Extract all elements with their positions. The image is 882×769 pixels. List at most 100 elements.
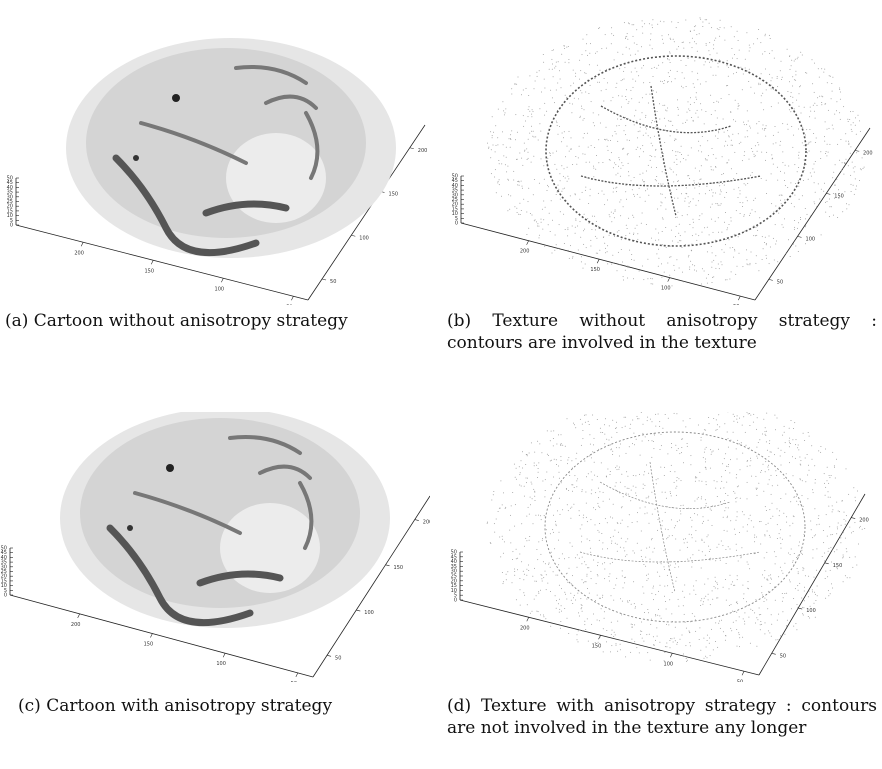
texture-dot — [588, 93, 590, 94]
texture-dot — [648, 522, 650, 524]
texture-dot — [636, 43, 638, 45]
texture-dot — [614, 542, 616, 544]
texture-dot — [683, 538, 685, 540]
texture-dot — [558, 531, 560, 533]
texture-dot — [640, 633, 642, 635]
texture-dot — [678, 267, 680, 269]
texture-dot — [732, 57, 733, 59]
texture-dot — [568, 490, 570, 491]
texture-dot — [857, 114, 859, 116]
texture-dot — [618, 230, 620, 232]
texture-dot — [612, 419, 614, 421]
texture-dot — [524, 150, 526, 152]
texture-dot — [691, 613, 693, 615]
texture-dot — [616, 550, 618, 552]
texture-dot — [570, 507, 572, 509]
texture-dot — [646, 634, 648, 636]
texture-dot — [778, 194, 780, 196]
texture-dot — [848, 143, 850, 145]
texture-dot — [489, 542, 491, 544]
texture-dot — [588, 64, 590, 66]
texture-dot — [758, 84, 760, 86]
texture-dot — [740, 556, 742, 558]
x-tick — [667, 277, 671, 282]
texture-dot — [703, 451, 705, 453]
texture-dot — [853, 193, 855, 195]
texture-dot — [505, 156, 507, 158]
texture-dot — [651, 120, 653, 121]
texture-dot — [724, 470, 726, 471]
texture-dot — [595, 492, 597, 494]
texture-dot — [559, 211, 561, 213]
texture-dot — [711, 590, 713, 592]
texture-dot — [777, 447, 779, 449]
texture-dot — [749, 568, 751, 570]
texture-dot — [536, 71, 538, 73]
texture-dot — [514, 476, 516, 478]
texture-dot — [737, 133, 739, 135]
texture-dot — [648, 546, 650, 548]
texture-dot — [738, 632, 740, 634]
texture-dot — [539, 123, 541, 125]
texture-dot — [764, 534, 766, 536]
texture-dot — [560, 456, 562, 458]
texture-dot — [688, 254, 690, 256]
texture-dot — [700, 567, 702, 569]
texture-dot — [583, 213, 585, 215]
texture-dot — [664, 652, 666, 653]
texture-dot — [705, 484, 707, 486]
z-tick-label: 15 — [452, 206, 458, 212]
texture-dot — [816, 524, 818, 526]
texture-dot — [740, 141, 742, 143]
texture-dot — [794, 194, 796, 196]
texture-dot — [727, 85, 729, 86]
texture-dot — [579, 117, 581, 118]
texture-dot — [696, 98, 698, 100]
texture-dot — [561, 588, 562, 590]
texture-dot — [716, 546, 718, 548]
texture-dot — [671, 613, 673, 615]
texture-dot — [678, 478, 680, 480]
texture-dot — [820, 151, 822, 153]
texture-dot — [685, 192, 687, 194]
texture-dot — [664, 511, 666, 513]
texture-dot — [728, 464, 729, 465]
texture-dot — [817, 68, 819, 70]
texture-dot — [620, 239, 622, 241]
texture-dot — [765, 127, 767, 129]
texture-dot — [714, 39, 716, 41]
texture-dot — [809, 106, 811, 108]
texture-dot — [675, 487, 677, 489]
texture-dot — [677, 180, 679, 182]
texture-dot — [575, 72, 577, 74]
texture-dot — [717, 204, 719, 206]
texture-dot — [535, 580, 537, 582]
texture-dot — [798, 154, 799, 156]
texture-dot — [719, 204, 721, 206]
texture-dot — [749, 465, 751, 467]
texture-dot — [632, 78, 634, 80]
texture-dot — [756, 494, 758, 496]
texture-dot — [715, 580, 716, 582]
texture-dot — [552, 529, 554, 531]
texture-dot — [829, 569, 831, 571]
texture-dot — [583, 109, 585, 111]
texture-dot — [634, 115, 636, 117]
texture-dot — [659, 425, 661, 427]
texture-dot — [702, 26, 704, 27]
texture-dot — [519, 152, 521, 154]
texture-dot — [844, 523, 846, 525]
texture-dot — [671, 240, 673, 242]
texture-dot — [799, 463, 801, 465]
texture-dot — [695, 630, 697, 632]
texture-dot — [727, 75, 729, 77]
texture-dot — [659, 421, 661, 423]
texture-dot — [556, 191, 558, 193]
texture-dot — [679, 549, 681, 551]
texture-dot — [659, 118, 661, 120]
texture-dot — [555, 244, 557, 246]
texture-dot — [652, 587, 654, 589]
texture-dot — [615, 482, 617, 484]
texture-dot — [519, 214, 521, 215]
texture-dot — [760, 73, 762, 75]
